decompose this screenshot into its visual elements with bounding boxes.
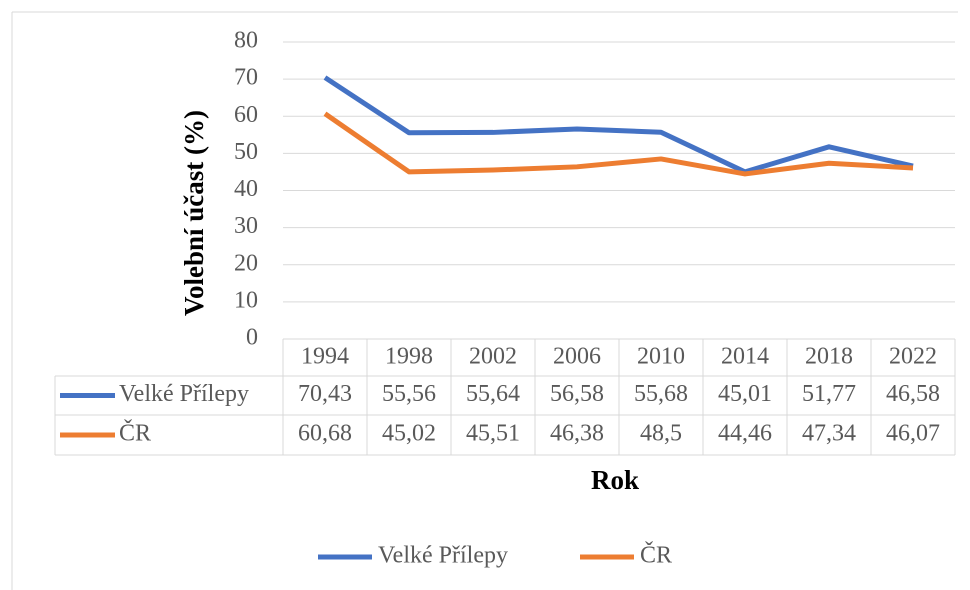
table-cell: 45,02 [382, 421, 436, 447]
table-cell: 55,68 [634, 381, 688, 407]
table-cell: 56,58 [550, 381, 604, 407]
table-cell: 45,01 [718, 381, 772, 407]
y-tick-label: 60 [234, 102, 258, 128]
y-tick-label: 20 [234, 250, 258, 276]
legend-label: Velké Přílepy [378, 543, 508, 569]
x-tick-label: 2022 [889, 344, 937, 370]
x-tick-label: 2018 [805, 344, 853, 370]
table-cell: 55,56 [382, 381, 436, 407]
table-cell: 46,07 [886, 421, 940, 447]
table-cell: 51,77 [802, 381, 856, 407]
x-tick-label: 2002 [469, 344, 517, 370]
x-tick-label: 1994 [301, 344, 349, 370]
table-cell: 48,5 [640, 421, 682, 447]
x-tick-label: 2010 [637, 344, 685, 370]
y-axis-label: Volební účast (%) [179, 110, 209, 316]
table-cell: 55,64 [466, 381, 520, 407]
x-axis-label: Rok [591, 465, 639, 495]
legend-label: ČR [640, 542, 672, 569]
x-tick-label: 2006 [553, 344, 601, 370]
series-line [323, 111, 914, 177]
table-cell: 46,58 [886, 381, 940, 407]
series-line [323, 75, 914, 175]
x-tick-label: 1998 [385, 344, 433, 370]
table-series-name: Velké Přílepy [119, 381, 249, 407]
y-tick-label: 30 [234, 213, 258, 239]
y-tick-label: 0 [246, 325, 258, 351]
y-tick-label: 40 [234, 176, 258, 202]
table-cell: 46,38 [550, 421, 604, 447]
table-cell: 47,34 [802, 421, 856, 447]
x-tick-label: 2014 [721, 344, 769, 370]
y-tick-label: 10 [234, 287, 258, 313]
table-cell: 45,51 [466, 421, 520, 447]
table-cell: 70,43 [298, 381, 352, 407]
table-cell: 44,46 [718, 421, 772, 447]
table-cell: 60,68 [298, 421, 352, 447]
table-series-name: ČR [119, 420, 151, 447]
y-tick-label: 50 [234, 139, 258, 165]
y-tick-label: 80 [234, 28, 258, 54]
y-tick-label: 70 [234, 65, 258, 91]
